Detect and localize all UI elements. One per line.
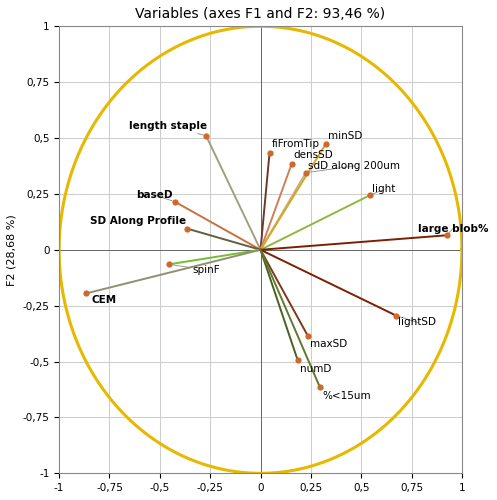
Text: lightSD: lightSD	[399, 316, 436, 328]
Text: maxSD: maxSD	[308, 336, 347, 348]
Text: baseD: baseD	[136, 190, 173, 201]
Text: densSD: densSD	[294, 150, 333, 162]
Text: fiFromTip: fiFromTip	[271, 138, 320, 151]
Text: %<15um: %<15um	[322, 388, 371, 401]
Text: numD: numD	[298, 360, 331, 374]
Text: length staple: length staple	[129, 120, 207, 135]
Text: spinF: spinF	[171, 264, 220, 275]
Text: SD Along Profile: SD Along Profile	[90, 216, 187, 228]
Y-axis label: F2 (28,68 %): F2 (28,68 %)	[7, 214, 17, 286]
Text: sdD along 200um: sdD along 200um	[308, 161, 400, 172]
Text: minSD: minSD	[326, 131, 362, 143]
Title: Variables (axes F1 and F2: 93,46 %): Variables (axes F1 and F2: 93,46 %)	[136, 7, 386, 21]
Text: CEM: CEM	[86, 294, 116, 305]
Text: large blob%: large blob%	[417, 224, 488, 234]
Text: light: light	[372, 184, 396, 194]
